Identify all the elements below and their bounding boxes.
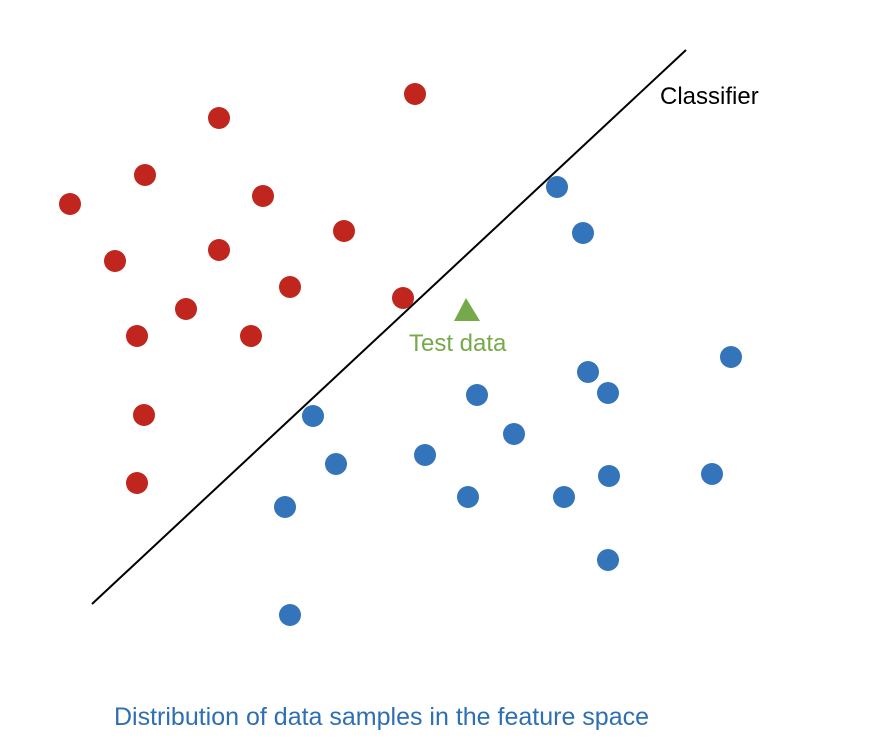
diagram-caption: Distribution of data samples in the feat… xyxy=(114,703,649,731)
class-a-point xyxy=(208,239,230,261)
class-a-points xyxy=(59,83,426,494)
class-b-point xyxy=(503,423,525,445)
class-b-point xyxy=(325,453,347,475)
class-a-point xyxy=(126,325,148,347)
class-a-point xyxy=(240,325,262,347)
class-b-point xyxy=(598,465,620,487)
class-b-point xyxy=(414,444,436,466)
class-a-point xyxy=(333,220,355,242)
class-a-point xyxy=(134,164,156,186)
test-data-label: Test data xyxy=(409,330,507,357)
class-a-point xyxy=(252,185,274,207)
class-b-point xyxy=(546,176,568,198)
classifier-boundary-line xyxy=(91,49,687,605)
class-b-points xyxy=(274,176,742,626)
class-b-point xyxy=(553,486,575,508)
class-a-point xyxy=(392,287,414,309)
class-b-point xyxy=(720,346,742,368)
classifier-label: Classifier xyxy=(660,83,759,110)
class-b-point xyxy=(701,463,723,485)
test-data-triangle-icon xyxy=(454,298,480,321)
class-a-point xyxy=(133,404,155,426)
class-b-point xyxy=(279,604,301,626)
class-a-point xyxy=(404,83,426,105)
class-a-point xyxy=(279,276,301,298)
class-a-point xyxy=(126,472,148,494)
class-b-point xyxy=(577,361,599,383)
class-a-point xyxy=(59,193,81,215)
class-b-point xyxy=(466,384,488,406)
class-a-point xyxy=(104,250,126,272)
class-a-point xyxy=(208,107,230,129)
class-b-point xyxy=(457,486,479,508)
class-b-point xyxy=(302,405,324,427)
class-b-point xyxy=(597,382,619,404)
class-a-point xyxy=(175,298,197,320)
class-b-point xyxy=(274,496,296,518)
class-b-point xyxy=(597,549,619,571)
class-b-point xyxy=(572,222,594,244)
